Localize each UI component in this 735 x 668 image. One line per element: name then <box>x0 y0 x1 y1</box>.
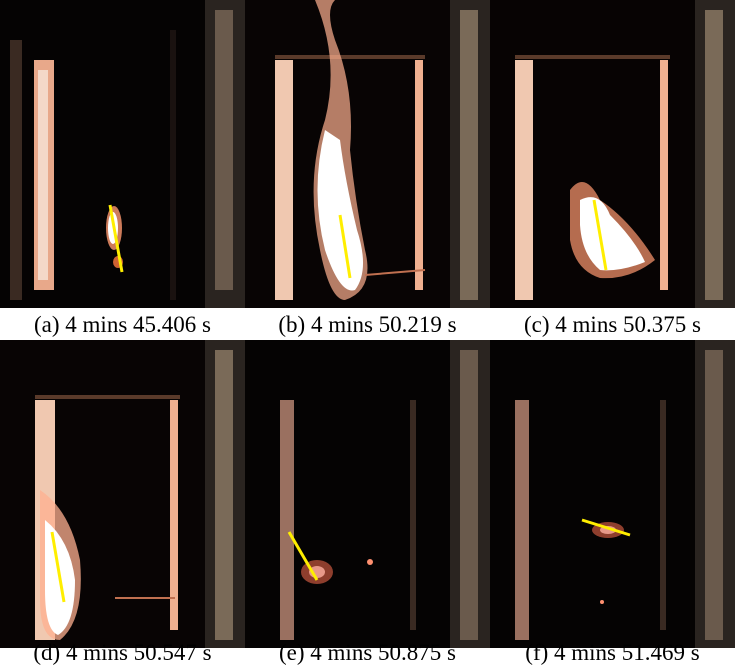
frame-d <box>0 340 245 648</box>
orientation-marker <box>108 204 124 273</box>
caption-f: (f) 4 mins 51.469 s <box>525 640 700 665</box>
panel-d: (d) 4 mins 50.547 s <box>0 340 245 668</box>
panel-c: (c) 4 mins 50.375 s <box>490 0 735 340</box>
frame-a <box>0 0 245 308</box>
caption-b: (b) 4 mins 50.219 s <box>278 312 457 337</box>
frame-e <box>245 340 490 648</box>
orientation-marker <box>592 199 608 271</box>
frame-f <box>490 340 735 648</box>
caption-d: (d) 4 mins 50.547 s <box>33 640 212 665</box>
caption-e: (e) 4 mins 50.875 s <box>279 640 456 665</box>
orientation-marker <box>287 531 319 581</box>
frame-b <box>245 0 490 308</box>
panel-f: (f) 4 mins 51.469 s <box>490 340 735 668</box>
frame-c <box>490 0 735 308</box>
panel-a: (a) 4 mins 45.406 s <box>0 0 245 340</box>
caption-c: (c) 4 mins 50.375 s <box>524 312 701 337</box>
orientation-marker <box>338 214 352 279</box>
orientation-marker <box>50 531 66 603</box>
caption-a: (a) 4 mins 45.406 s <box>34 312 211 337</box>
panel-b: (b) 4 mins 50.219 s <box>245 0 490 340</box>
panel-e: (e) 4 mins 50.875 s <box>245 340 490 668</box>
orientation-marker <box>581 518 631 537</box>
